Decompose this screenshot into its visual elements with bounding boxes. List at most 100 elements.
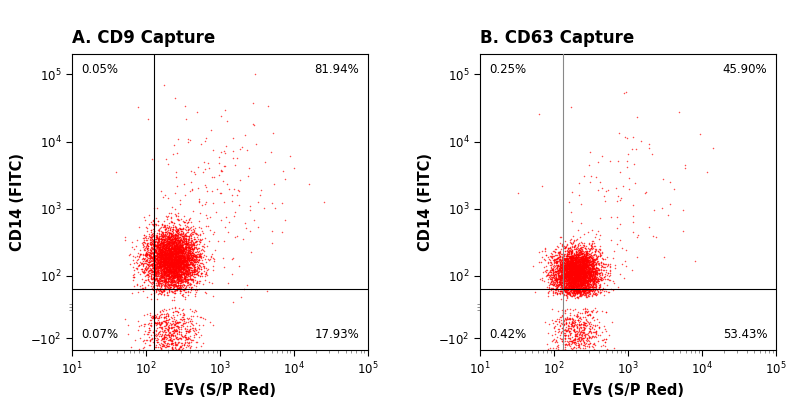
Point bbox=[571, 272, 584, 279]
Point bbox=[155, 238, 168, 244]
Point bbox=[168, 265, 181, 271]
Point bbox=[584, 261, 597, 268]
Point bbox=[144, 252, 157, 259]
Point bbox=[194, 264, 207, 270]
Point bbox=[576, 274, 589, 281]
Point bbox=[181, 223, 194, 230]
Point bbox=[138, 266, 151, 272]
Point bbox=[168, 335, 181, 342]
Point bbox=[568, 288, 581, 295]
Point bbox=[579, 308, 592, 314]
Point bbox=[584, 323, 597, 330]
Point bbox=[580, 261, 593, 268]
Point bbox=[565, 280, 578, 286]
Point bbox=[548, 277, 561, 284]
Point bbox=[586, 281, 599, 287]
Point bbox=[162, 242, 174, 249]
Point bbox=[177, 271, 190, 278]
Point bbox=[163, 267, 176, 274]
Point bbox=[171, 238, 184, 244]
Point bbox=[558, 255, 571, 261]
Point bbox=[634, 138, 647, 144]
Point bbox=[169, 242, 182, 249]
Point bbox=[154, 249, 167, 256]
Point bbox=[571, 277, 584, 284]
Point bbox=[580, 257, 593, 264]
Point bbox=[176, 251, 189, 258]
Point bbox=[134, 283, 146, 290]
Point bbox=[145, 240, 158, 247]
Point bbox=[167, 259, 180, 265]
Point bbox=[169, 243, 182, 250]
Point bbox=[586, 271, 598, 278]
Point bbox=[572, 268, 585, 274]
Point bbox=[579, 283, 592, 289]
Point bbox=[162, 270, 175, 276]
Point bbox=[166, 274, 178, 281]
Point bbox=[582, 286, 595, 292]
Point bbox=[174, 262, 187, 269]
Point bbox=[574, 219, 587, 226]
Point bbox=[556, 263, 569, 270]
Point bbox=[556, 279, 569, 285]
Point bbox=[168, 256, 181, 262]
Point bbox=[578, 256, 591, 263]
Point bbox=[560, 274, 573, 281]
Point bbox=[562, 269, 574, 276]
Point bbox=[162, 254, 175, 261]
Point bbox=[566, 272, 578, 279]
Point bbox=[168, 327, 181, 334]
Point bbox=[158, 258, 170, 264]
Point bbox=[172, 249, 185, 255]
Point bbox=[566, 275, 578, 281]
Point bbox=[567, 269, 580, 276]
Point bbox=[582, 264, 595, 270]
Point bbox=[554, 48, 567, 55]
Point bbox=[153, 244, 166, 250]
Point bbox=[157, 256, 170, 262]
Point bbox=[152, 333, 165, 339]
Point bbox=[577, 328, 590, 335]
Point bbox=[583, 275, 596, 282]
Point bbox=[563, 316, 576, 322]
Point bbox=[557, 347, 570, 353]
Point bbox=[157, 287, 170, 294]
Point bbox=[590, 265, 602, 271]
Point bbox=[558, 267, 570, 274]
Point bbox=[146, 260, 158, 267]
Point bbox=[131, 327, 144, 333]
Point bbox=[571, 278, 584, 284]
Point bbox=[162, 263, 174, 270]
Point bbox=[160, 241, 173, 247]
Point bbox=[575, 261, 588, 268]
Point bbox=[158, 271, 170, 277]
Point bbox=[144, 231, 157, 238]
Point bbox=[586, 276, 599, 282]
Point bbox=[550, 282, 563, 289]
Point bbox=[548, 259, 561, 266]
Point bbox=[581, 267, 594, 274]
Point bbox=[178, 249, 191, 255]
Point bbox=[554, 332, 566, 339]
Point bbox=[199, 183, 212, 190]
Point bbox=[170, 257, 183, 264]
Point bbox=[163, 254, 176, 261]
Point bbox=[218, 163, 231, 170]
Point bbox=[563, 329, 576, 336]
Point bbox=[580, 279, 593, 285]
Point bbox=[582, 261, 595, 267]
Point bbox=[586, 242, 598, 249]
Point bbox=[153, 285, 166, 292]
Point bbox=[170, 250, 182, 256]
Point bbox=[566, 256, 578, 263]
Point bbox=[586, 271, 599, 278]
Point bbox=[560, 256, 573, 263]
Point bbox=[170, 245, 182, 252]
Point bbox=[159, 234, 172, 241]
Point bbox=[563, 331, 576, 338]
Point bbox=[579, 249, 592, 255]
Point bbox=[566, 268, 579, 274]
Point bbox=[578, 241, 590, 248]
Point bbox=[158, 261, 170, 267]
Point bbox=[149, 271, 162, 277]
